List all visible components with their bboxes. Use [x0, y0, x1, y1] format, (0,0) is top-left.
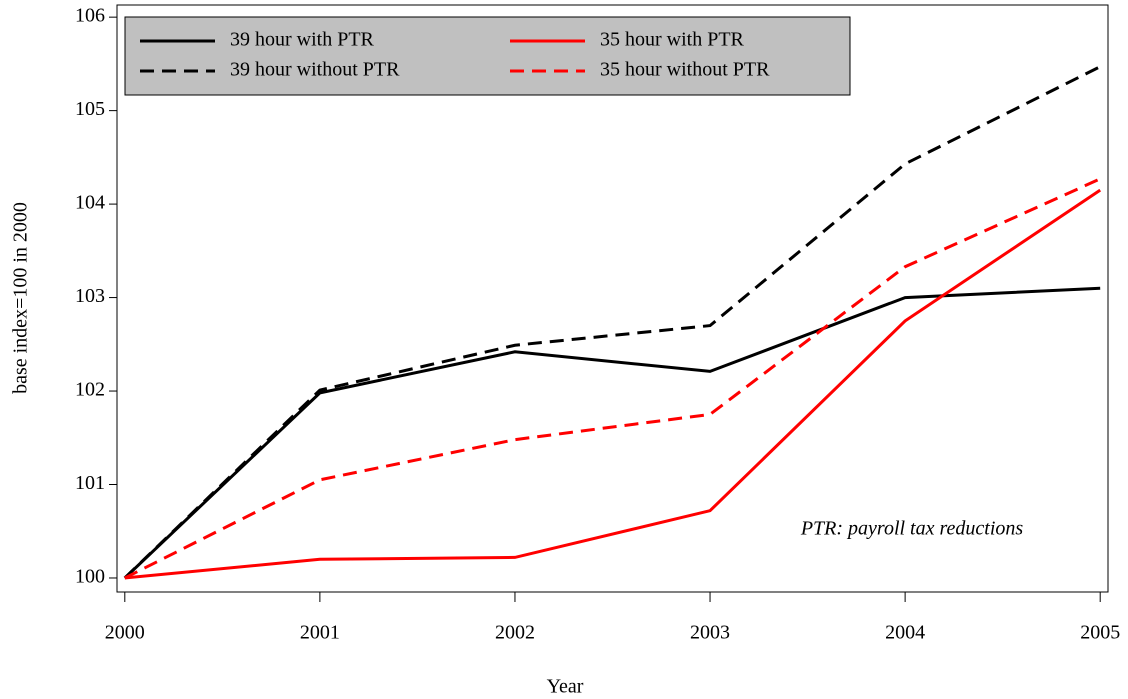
- legend-label: 35 hour with PTR: [600, 29, 745, 51]
- x-tick-label: 2000: [105, 622, 145, 644]
- y-tick-label: 101: [75, 472, 105, 494]
- series-line: [123, 65, 1101, 580]
- y-tick-label: 104: [75, 192, 105, 214]
- series-line: [124, 177, 1101, 580]
- legend-label: 39 hour without PTR: [230, 59, 400, 81]
- series-line: [124, 188, 1102, 580]
- x-tick-label: 2002: [495, 622, 535, 644]
- y-tick-label: 100: [75, 566, 105, 588]
- legend-box: [124, 16, 851, 96]
- x-tick-label: 2005: [1080, 622, 1120, 644]
- y-tick-label: 102: [75, 379, 105, 401]
- plot-frame: [116, 4, 1109, 593]
- x-tick-label: 2001: [300, 622, 340, 644]
- y-axis-label: base index=100 in 2000: [10, 202, 32, 394]
- y-tick-label: 103: [75, 285, 105, 307]
- annotation: PTR: payroll tax reductions: [800, 518, 1024, 540]
- y-tick-label: 106: [75, 5, 105, 27]
- y-tick-label: 105: [75, 98, 105, 120]
- x-tick-label: 2004: [885, 622, 925, 644]
- x-axis-label: Year: [547, 676, 584, 698]
- legend-label: 35 hour without PTR: [600, 59, 770, 81]
- series-line: [123, 286, 1101, 580]
- legend-label: 39 hour with PTR: [230, 29, 375, 51]
- x-tick-label: 2003: [690, 622, 730, 644]
